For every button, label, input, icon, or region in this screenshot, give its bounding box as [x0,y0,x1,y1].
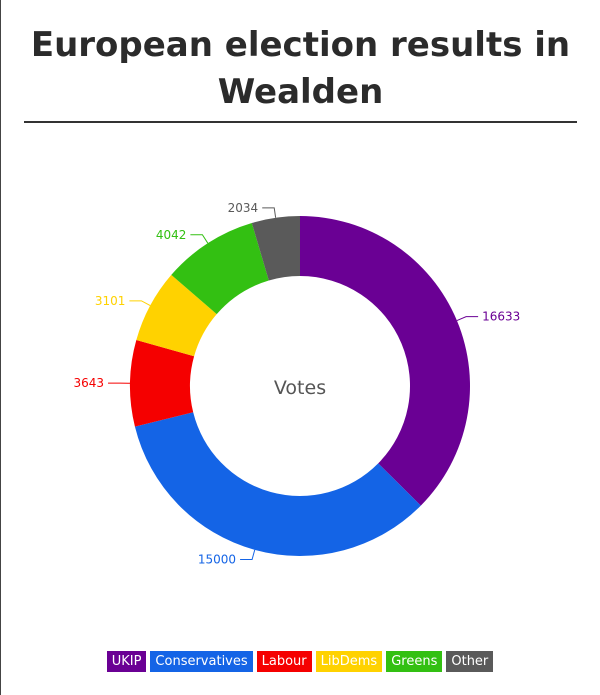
slice-ukip[interactable] [300,216,470,506]
data-labels: 16633 15000 3643 3101 4042 2034 [73,201,520,567]
legend-item-other[interactable]: Other [446,651,494,672]
label-connector-libdems [129,300,151,307]
slice-libdems[interactable] [136,274,217,357]
legend-item-greens[interactable]: Greens [386,651,443,672]
legend-item-conservatives[interactable]: Conservatives [150,651,253,672]
legend-item-ukip[interactable]: UKIP [106,651,147,672]
label-connector-conservatives [240,549,256,561]
slice-other[interactable] [251,216,300,281]
donut-center-label: Votes [274,377,326,399]
label-connector-ukip [456,316,479,321]
data-label-conservatives: 15000 [198,553,236,567]
label-connector-greens [190,234,209,244]
data-label-other: 2034 [228,201,259,215]
page-left-border [0,0,1,695]
slice-conservatives[interactable] [134,412,421,556]
chart-legend: UKIP Conservatives Labour LibDems Greens Othe… [0,651,600,672]
legend-item-libdems[interactable]: LibDems [315,651,383,672]
data-label-libdems: 3101 [95,294,126,308]
slice-labour[interactable] [130,340,195,427]
label-connector-other [262,207,277,218]
data-label-labour: 3643 [73,376,104,390]
data-label-greens: 4042 [156,228,187,242]
title-divider [24,121,577,123]
chart-title: European election results in Wealden [30,25,571,112]
donut-chart: 16633 15000 3643 3101 4042 2034 Votes [73,201,520,567]
legend-item-labour[interactable]: Labour [256,651,312,672]
donut-slices [130,216,470,556]
slice-greens[interactable] [171,222,269,315]
data-label-ukip: 16633 [482,310,520,324]
